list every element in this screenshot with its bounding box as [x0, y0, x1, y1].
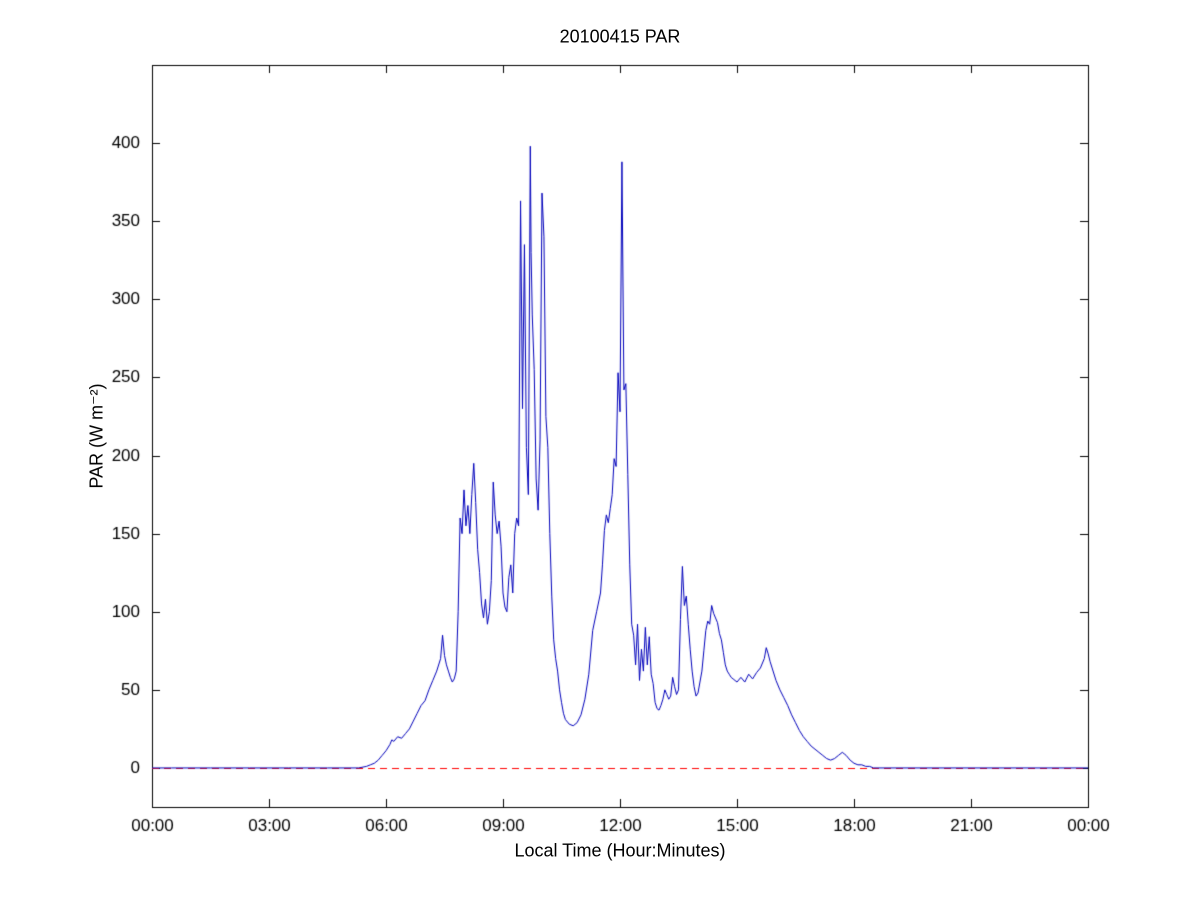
x-axis-label: Local Time (Hour:Minutes) [514, 840, 726, 861]
y-axis-label: PAR (W m⁻²) [86, 383, 107, 489]
chart-title: 20100415 PAR [559, 26, 681, 47]
